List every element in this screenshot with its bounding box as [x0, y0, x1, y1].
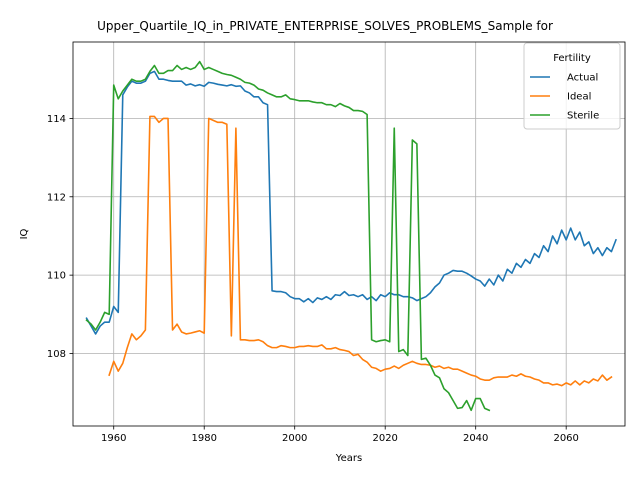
legend-label-ideal: Ideal	[567, 92, 591, 103]
legend-title: Fertility	[553, 53, 591, 64]
legend-label-actual: Actual	[567, 73, 598, 84]
x-tick-label: 2000	[282, 433, 307, 444]
y-axis-label: IQ	[19, 228, 30, 239]
chart-title: Upper_Quartile_IQ_in_PRIVATE_ENTERPRISE_…	[97, 19, 553, 33]
x-tick-label: 2040	[463, 433, 488, 444]
x-tick-label: 1960	[101, 433, 126, 444]
legend-box	[523, 42, 621, 130]
legend-items: Actual Ideal Sterile	[530, 73, 599, 122]
x-tick-label: 1980	[191, 433, 216, 444]
y-axis: 108 110 112 114	[47, 114, 73, 360]
y-tick-label: 108	[47, 349, 66, 360]
x-axis-label: Years	[335, 453, 362, 464]
x-tick-label: 2060	[553, 433, 578, 444]
legend: Fertility Actual Ideal Sterile	[523, 42, 621, 130]
x-tick-label: 2020	[372, 433, 397, 444]
legend-label-sterile: Sterile	[567, 111, 599, 122]
series-layer	[85, 60, 617, 412]
plot-frame	[72, 41, 626, 427]
y-tick-label: 110	[47, 271, 66, 282]
x-axis: 1960 1980 2000 2020 2040 2060	[101, 426, 579, 444]
y-tick-label: 112	[47, 192, 66, 203]
y-tick-label: 114	[47, 114, 66, 125]
series-line-ideal	[108, 115, 613, 387]
series-line-actual	[85, 70, 617, 335]
series-line-sterile	[85, 60, 491, 412]
